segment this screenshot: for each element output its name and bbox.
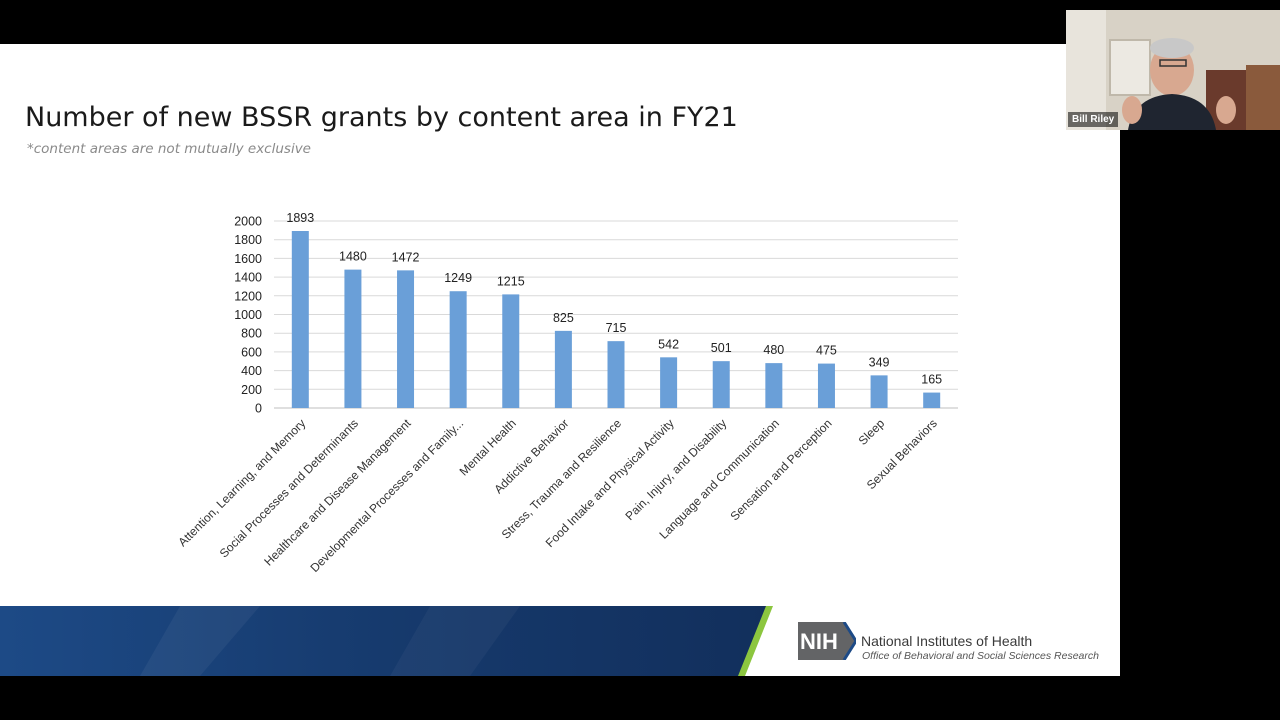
bar-12	[923, 392, 941, 408]
data-label: 1893	[286, 211, 314, 225]
nih-logo: NIH	[798, 622, 856, 660]
bar-1	[344, 269, 362, 408]
participant-name: Bill Riley	[1068, 112, 1119, 127]
data-label: 1472	[392, 250, 420, 264]
x-tick-label: Pain, Injury, and Disability	[622, 416, 729, 523]
data-label: 501	[711, 341, 732, 355]
y-tick-label: 200	[241, 383, 262, 397]
bar-8	[712, 361, 730, 408]
data-label: 1215	[497, 274, 525, 288]
webcam-video-icon	[1066, 10, 1280, 130]
bar-6	[607, 341, 625, 408]
footer-band	[0, 606, 773, 676]
data-label: 1480	[339, 250, 367, 264]
nih-office-name: Office of Behavioral and Social Sciences…	[862, 650, 1099, 662]
y-tick-label: 2000	[234, 215, 262, 229]
nih-logo-text: NIH	[800, 629, 838, 654]
bar-chart: 0 200 400 600 800 1000 1200 1400 1600 1800 2000 189…	[175, 211, 958, 575]
data-label: 165	[921, 373, 942, 387]
slide-subtitle: *content areas are not mutually exclusiv…	[27, 141, 311, 157]
slide-title: Number of new BSSR grants by content are…	[25, 102, 738, 133]
presentation-slide: Number of new BSSR grants by content are…	[0, 44, 1120, 676]
data-label: 475	[816, 344, 837, 358]
y-tick-label: 1600	[234, 252, 262, 266]
y-tick-label: 0	[255, 402, 262, 416]
bar-11	[870, 375, 888, 408]
bar-3	[449, 291, 467, 408]
y-tick-label: 1000	[234, 308, 262, 322]
y-tick-label: 400	[241, 364, 262, 378]
data-label: 825	[553, 311, 574, 325]
x-tick-label: Sleep	[856, 416, 888, 448]
data-label: 349	[869, 355, 890, 369]
y-tick-label: 1800	[234, 233, 262, 247]
y-tick-label: 600	[241, 345, 262, 359]
data-label: 542	[658, 337, 679, 351]
bar-10	[817, 363, 835, 408]
bar-7	[660, 357, 678, 408]
bar-4	[502, 294, 520, 408]
nih-org-name: National Institutes of Health	[861, 633, 1033, 649]
y-tick-label: 1200	[234, 289, 262, 303]
bar-9	[765, 363, 783, 408]
bar-2	[397, 270, 415, 408]
y-tick-label: 1400	[234, 271, 262, 285]
y-tick-label: 800	[241, 327, 262, 341]
data-label: 715	[606, 321, 627, 335]
data-label: 1249	[444, 271, 472, 285]
webcam-thumbnail[interactable]: Bill Riley	[1066, 10, 1280, 130]
data-label: 480	[763, 343, 784, 357]
bar-5	[554, 330, 572, 408]
x-tick-label: Sensation and Perception	[728, 416, 835, 523]
bar-0	[291, 231, 309, 408]
